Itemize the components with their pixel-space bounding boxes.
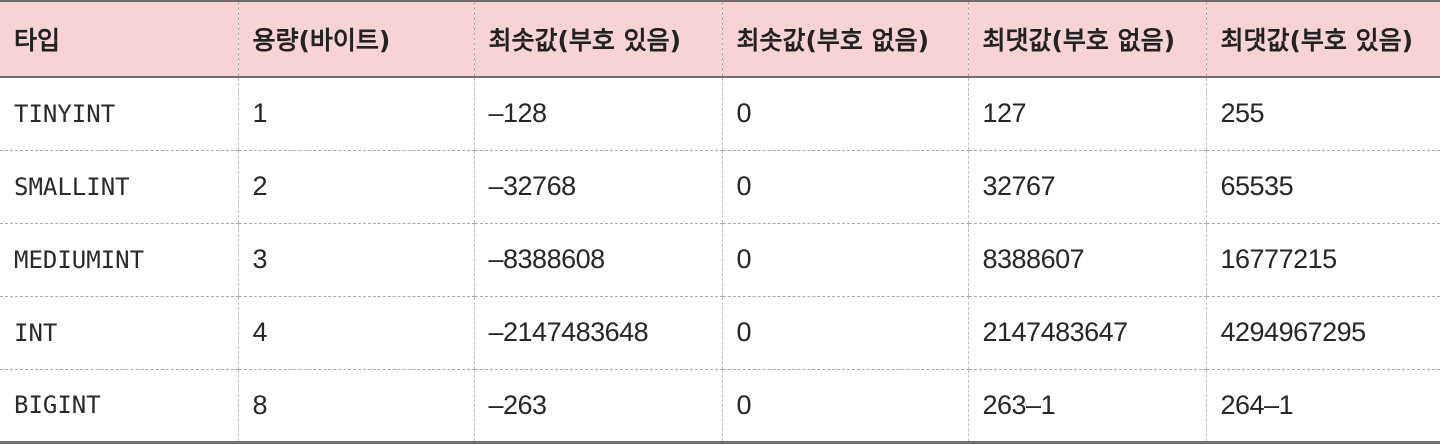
cell-size: 8 bbox=[237, 369, 474, 444]
header-row: 타입 용량(바이트) 최솟값(부호 있음) 최솟값(부호 없음) 최댓값(부호 … bbox=[0, 0, 1440, 78]
cell-type: SMALLINT bbox=[0, 150, 238, 224]
header-max-signed: 최댓값(부호 있음) bbox=[1205, 0, 1440, 78]
table-row: SMALLINT 2 –32768 0 32767 65535 bbox=[0, 150, 1440, 224]
header-max-unsigned: 최댓값(부호 없음) bbox=[967, 0, 1206, 78]
cell-max-signed: 264–1 bbox=[1205, 369, 1440, 444]
header-type: 타입 bbox=[0, 0, 238, 78]
cell-max-signed: 255 bbox=[1205, 77, 1440, 151]
table-row: MEDIUMINT 3 –8388608 0 8388607 16777215 bbox=[0, 223, 1440, 297]
cell-min-signed: –2147483648 bbox=[473, 296, 722, 370]
cell-min-signed: –263 bbox=[473, 369, 722, 444]
cell-min-unsigned: 0 bbox=[721, 223, 968, 297]
cell-min-unsigned: 0 bbox=[721, 296, 968, 370]
cell-size: 3 bbox=[237, 223, 474, 297]
cell-min-signed: –128 bbox=[473, 77, 722, 151]
table-row: INT 4 –2147483648 0 2147483647 429496729… bbox=[0, 296, 1440, 370]
cell-min-unsigned: 0 bbox=[721, 77, 968, 151]
header-min-signed: 최솟값(부호 있음) bbox=[473, 0, 722, 78]
cell-type: TINYINT bbox=[0, 77, 238, 151]
table-body: TINYINT 1 –128 0 127 255 SMALLINT 2 –327… bbox=[0, 77, 1440, 444]
cell-type: BIGINT bbox=[0, 369, 238, 444]
header-min-unsigned: 최솟값(부호 없음) bbox=[721, 0, 968, 78]
cell-type: INT bbox=[0, 296, 238, 370]
cell-max-unsigned: 127 bbox=[967, 77, 1206, 151]
cell-size: 4 bbox=[237, 296, 474, 370]
cell-size: 2 bbox=[237, 150, 474, 224]
cell-type: MEDIUMINT bbox=[0, 223, 238, 297]
table-row: BIGINT 8 –263 0 263–1 264–1 bbox=[0, 369, 1440, 444]
cell-max-signed: 16777215 bbox=[1205, 223, 1440, 297]
cell-size: 1 bbox=[237, 77, 474, 151]
cell-max-unsigned: 32767 bbox=[967, 150, 1206, 224]
cell-min-signed: –32768 bbox=[473, 150, 722, 224]
table-header: 타입 용량(바이트) 최솟값(부호 있음) 최솟값(부호 없음) 최댓값(부호 … bbox=[0, 0, 1440, 78]
cell-max-unsigned: 8388607 bbox=[967, 223, 1206, 297]
cell-max-signed: 65535 bbox=[1205, 150, 1440, 224]
cell-min-unsigned: 0 bbox=[721, 150, 968, 224]
cell-max-unsigned: 2147483647 bbox=[967, 296, 1206, 370]
cell-max-signed: 4294967295 bbox=[1205, 296, 1440, 370]
cell-min-unsigned: 0 bbox=[721, 369, 968, 444]
header-size-bytes: 용량(바이트) bbox=[237, 0, 474, 78]
cell-max-unsigned: 263–1 bbox=[967, 369, 1206, 444]
table-row: TINYINT 1 –128 0 127 255 bbox=[0, 77, 1440, 151]
cell-min-signed: –8388608 bbox=[473, 223, 722, 297]
